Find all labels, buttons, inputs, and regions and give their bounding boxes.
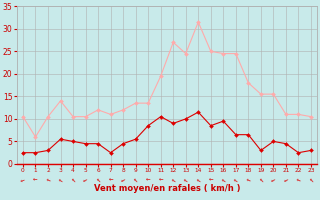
Text: ←: ← [308, 177, 314, 183]
X-axis label: Vent moyen/en rafales ( km/h ): Vent moyen/en rafales ( km/h ) [94, 184, 240, 193]
Text: ←: ← [245, 177, 252, 183]
Text: ←: ← [158, 177, 164, 183]
Text: ←: ← [182, 177, 189, 183]
Text: ←: ← [220, 177, 227, 183]
Text: ←: ← [145, 177, 151, 183]
Text: ←: ← [83, 177, 89, 183]
Text: ←: ← [232, 177, 239, 183]
Text: ←: ← [270, 177, 277, 183]
Text: ←: ← [121, 177, 125, 182]
Text: ←: ← [107, 177, 114, 183]
Text: ←: ← [21, 177, 25, 182]
Text: ←: ← [195, 177, 201, 183]
Text: ←: ← [283, 177, 289, 183]
Text: ←: ← [132, 177, 139, 183]
Text: ←: ← [95, 177, 101, 183]
Text: ←: ← [295, 177, 301, 183]
Text: ←: ← [208, 177, 214, 183]
Text: ←: ← [44, 177, 52, 183]
Text: ←: ← [32, 177, 38, 183]
Text: ←: ← [259, 177, 263, 182]
Text: ←: ← [170, 177, 176, 183]
Text: ←: ← [57, 177, 64, 183]
Text: ←: ← [70, 177, 76, 183]
